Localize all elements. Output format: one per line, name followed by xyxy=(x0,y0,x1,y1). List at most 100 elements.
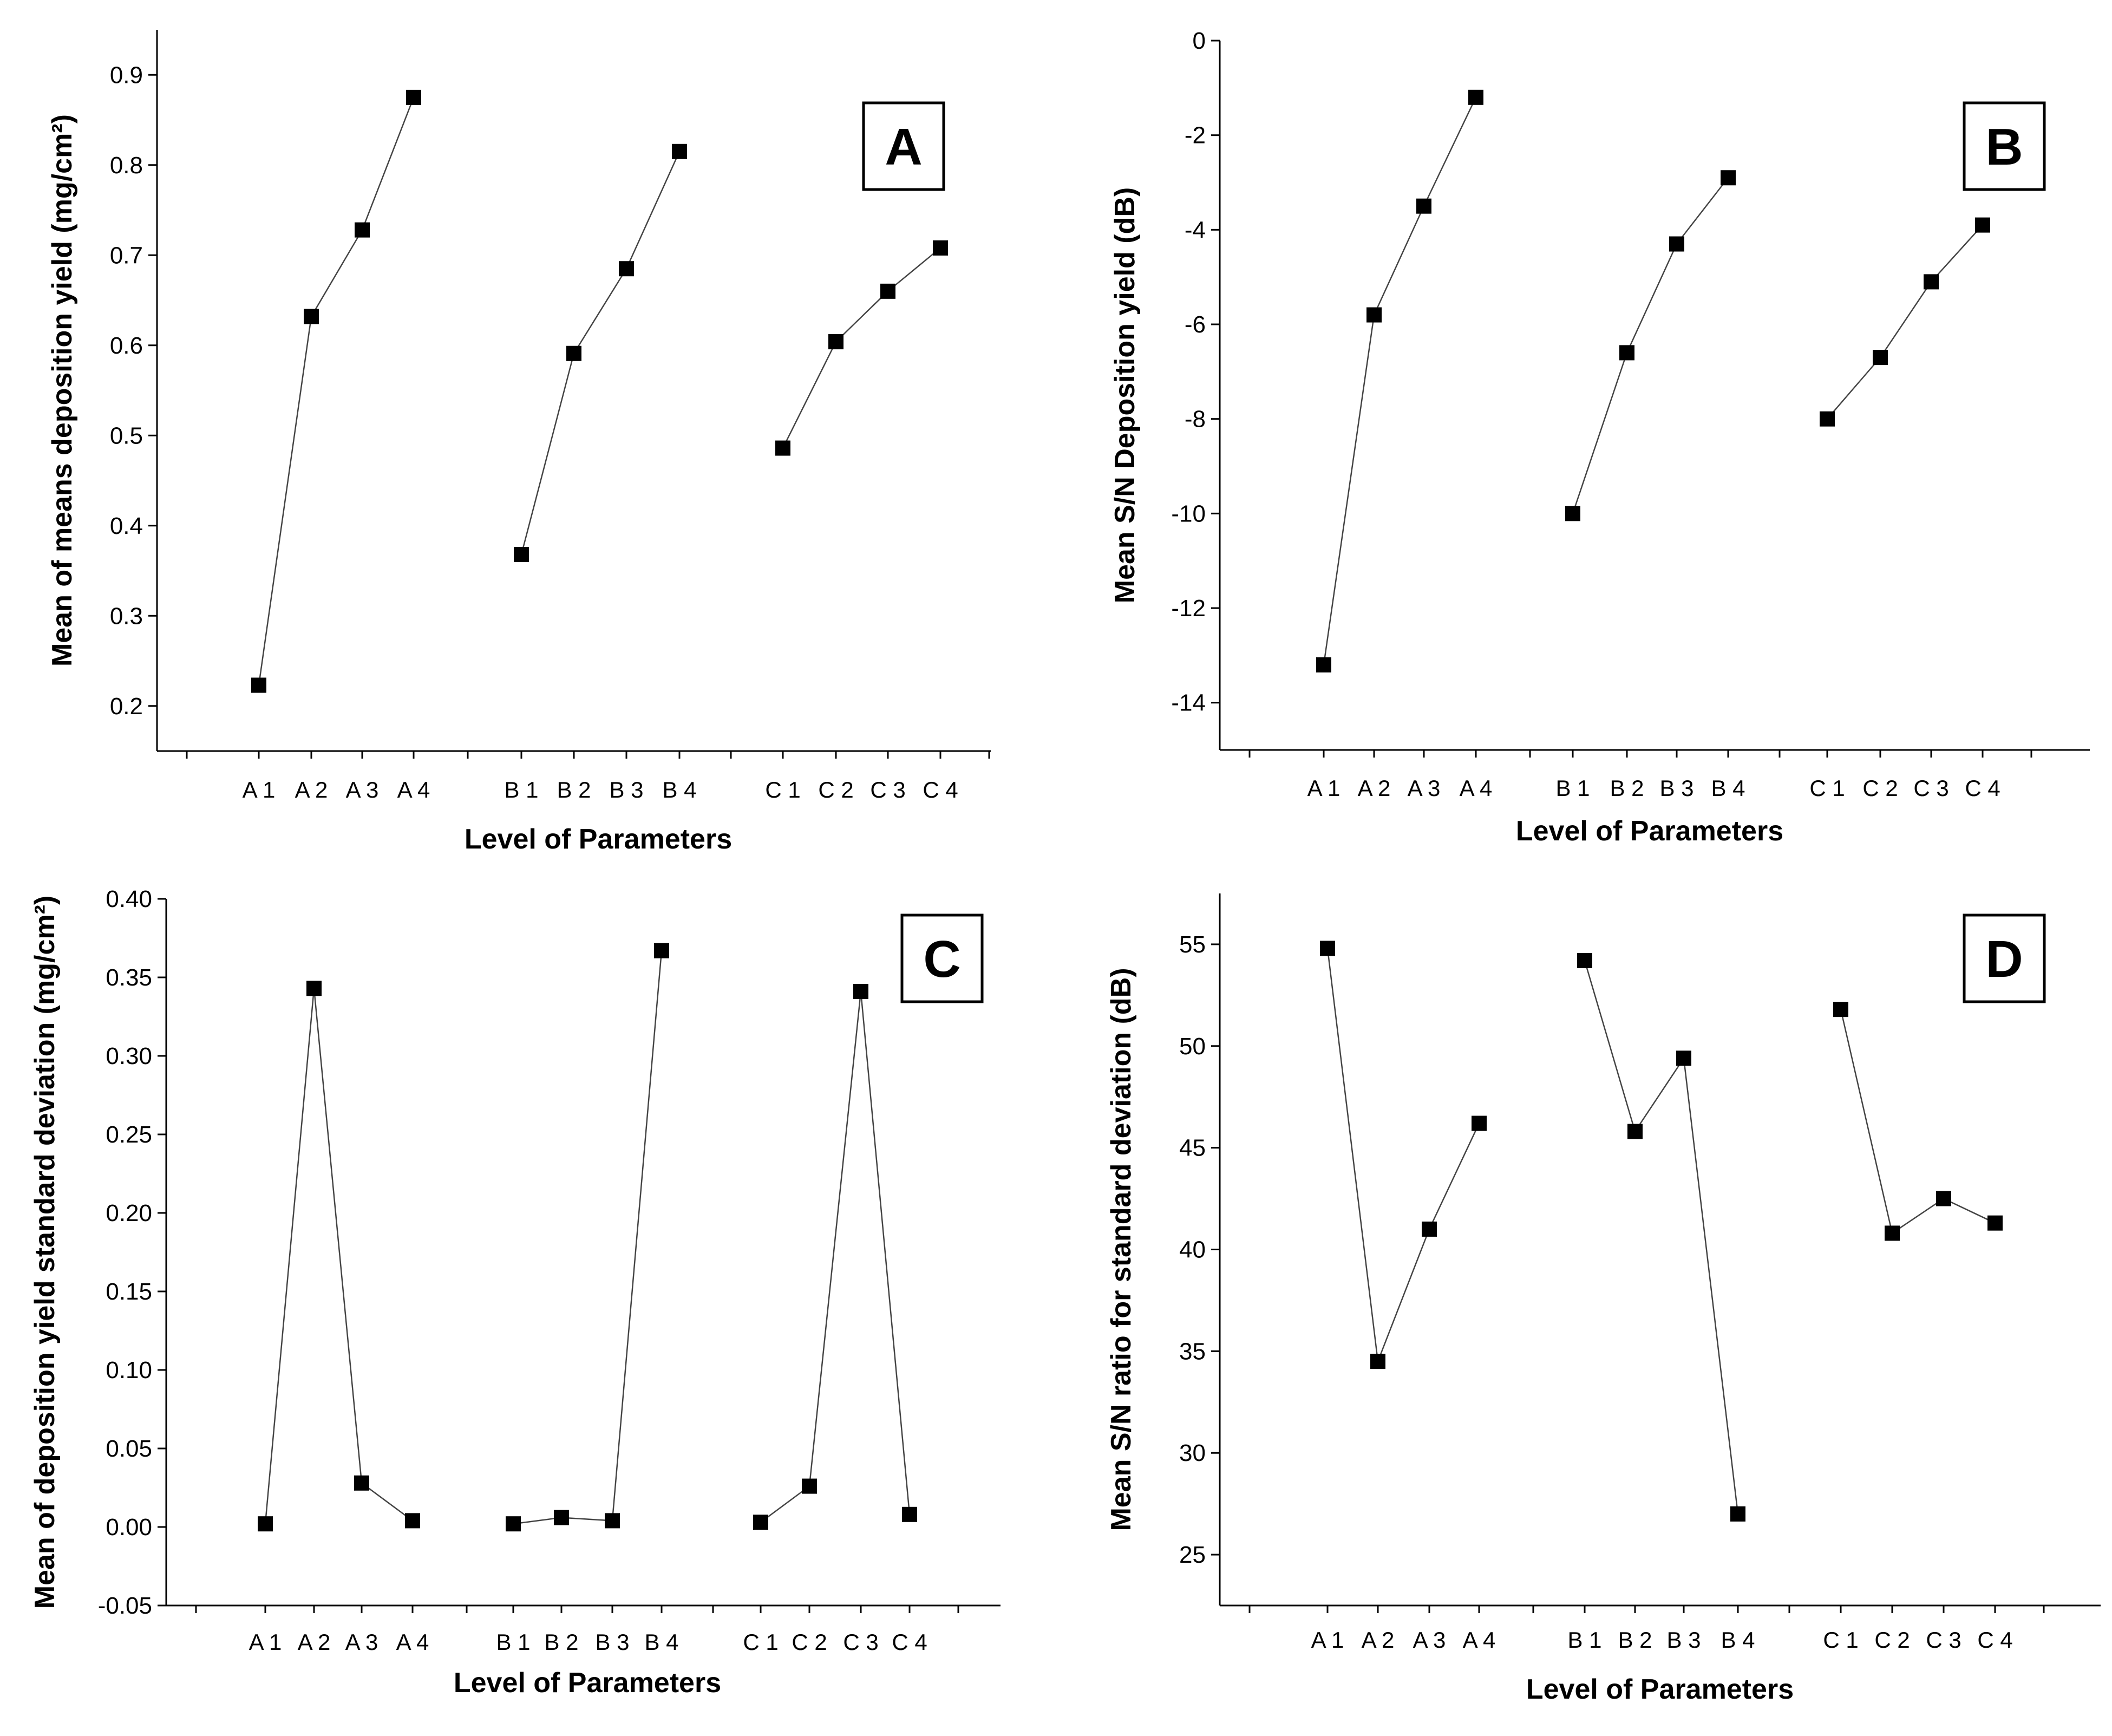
y-tick-label: 45 xyxy=(1179,1135,1206,1161)
data-point-b2 xyxy=(566,345,581,361)
x-tick-label: A 2 xyxy=(295,777,328,802)
x-tick-label: B 4 xyxy=(1721,1627,1755,1653)
y-tick-label: -8 xyxy=(1185,406,1206,433)
data-point-c2 xyxy=(828,334,844,350)
y-tick-label: 0.00 xyxy=(106,1514,152,1541)
x-tick-label: B 3 xyxy=(1659,775,1693,801)
x-tick-label: B 4 xyxy=(662,777,696,802)
data-point-b3 xyxy=(1676,1050,1691,1066)
y-tick-label: 0.25 xyxy=(106,1121,152,1148)
x-tick-label: A 3 xyxy=(345,1629,378,1655)
x-tick-label: A 3 xyxy=(1408,775,1441,801)
x-tick-label: B 1 xyxy=(1555,775,1590,801)
data-point-c2 xyxy=(802,1478,817,1494)
x-tick-label: B 2 xyxy=(544,1629,578,1655)
data-point-a1 xyxy=(258,1516,273,1532)
x-tick-label: C 2 xyxy=(1874,1627,1910,1653)
chart-panel-a: 0.2 0.3 0.4 0.5 0.6 0.7 0.8 0.9 A 1 A 2 A 3 A 4 B 1 B… xyxy=(47,30,991,855)
data-point-c3 xyxy=(1936,1191,1951,1206)
x-tick-label: C 1 xyxy=(743,1629,778,1655)
y-tick-label: -0.05 xyxy=(98,1593,152,1619)
y-tick-label: 0.05 xyxy=(106,1435,152,1462)
chart-panel-b: 0 -2 -4 -6 -8 -10 -12 -14 A 1 A 2 A 3 A 4 B 1 B 2 B 3 B… xyxy=(1109,28,2090,847)
data-point-b2 xyxy=(1627,1124,1643,1139)
x-tick-label: C 4 xyxy=(892,1629,927,1655)
y-axis-title: Mean of means deposition yield (mg/cm²) xyxy=(47,114,78,667)
data-point-a3 xyxy=(1416,198,1431,214)
y-tick-label: -6 xyxy=(1185,311,1206,338)
x-tick-label: C 3 xyxy=(870,777,905,802)
y-axis-title: Mean S/N Deposition yield (dB) xyxy=(1109,187,1141,604)
data-point-a2 xyxy=(306,981,322,996)
data-point-b4 xyxy=(654,943,669,958)
panel-badge-label: A xyxy=(885,118,922,176)
data-point-b1 xyxy=(1577,952,1592,968)
x-tick-label: C 2 xyxy=(1862,775,1898,801)
chart-panel-c: -0.05 0.00 0.05 0.10 0.15 0.20 0.25 0.30 0.35 0.4… xyxy=(29,886,1001,1699)
data-point-b4 xyxy=(1721,170,1736,186)
x-tick-label: B 3 xyxy=(595,1629,629,1655)
y-tick-label: -4 xyxy=(1185,217,1206,243)
x-tick-label: B 3 xyxy=(609,777,643,802)
x-tick-label: C 3 xyxy=(1926,1627,1961,1653)
x-tick-label: A 1 xyxy=(249,1629,282,1655)
series-line-b xyxy=(520,151,681,555)
y-tick-label: 0.2 xyxy=(110,693,143,720)
y-tick-label: 0.4 xyxy=(110,513,143,539)
data-point-b3 xyxy=(605,1513,620,1529)
x-tick-label: C 3 xyxy=(843,1629,878,1655)
y-tick-label: 0.9 xyxy=(110,62,143,88)
data-point-a4 xyxy=(406,89,421,105)
panel-badge-label: D xyxy=(1985,930,2023,988)
series-line-b xyxy=(1572,177,1729,514)
y-tick-label: 0.7 xyxy=(110,242,143,269)
y-tick-label: 30 xyxy=(1179,1440,1206,1466)
y-tick-label: 0.5 xyxy=(110,422,143,449)
data-point-c4 xyxy=(1975,217,1990,233)
data-point-c1 xyxy=(775,440,790,456)
y-tick-label: -10 xyxy=(1171,500,1206,527)
x-tick-label: A 4 xyxy=(397,777,430,802)
data-point-b3 xyxy=(1669,236,1684,252)
data-point-c1 xyxy=(1833,1002,1848,1017)
data-point-c2 xyxy=(1873,350,1888,366)
panel-badge xyxy=(1963,913,2046,1003)
x-tick-label: A 1 xyxy=(243,777,276,802)
data-point-b3 xyxy=(619,261,634,277)
data-point-b4 xyxy=(1730,1506,1745,1522)
x-tick-label: C 4 xyxy=(923,777,958,802)
y-tick-label: 0.15 xyxy=(106,1278,152,1305)
data-point-a1 xyxy=(1320,941,1335,956)
x-tick-label: A 3 xyxy=(1413,1627,1446,1653)
x-tick-label: C 1 xyxy=(765,777,800,802)
data-point-c1 xyxy=(1820,411,1835,427)
data-point-a3 xyxy=(1422,1221,1437,1237)
data-point-b2 xyxy=(1619,345,1634,361)
series-line-a xyxy=(1323,97,1477,665)
y-axis-title: Mean S/N ratio for standard deviation (d… xyxy=(1106,968,1137,1531)
data-point-a4 xyxy=(1468,89,1483,105)
series-line-c xyxy=(760,991,911,1523)
data-point-a2 xyxy=(1370,1354,1385,1369)
y-tick-label: 0.40 xyxy=(106,886,152,912)
data-point-b2 xyxy=(554,1510,569,1525)
y-axis-title: Mean of deposition yield standard deviat… xyxy=(29,896,61,1609)
x-tick-label: C 2 xyxy=(792,1629,827,1655)
x-tick-label: A 4 xyxy=(1463,1627,1496,1653)
panel-badge xyxy=(900,913,984,1003)
x-tick-label: B 4 xyxy=(644,1629,678,1655)
panel-badge xyxy=(1963,101,2046,191)
x-axis-title: Level of Parameters xyxy=(1516,815,1783,847)
x-tick-label: A 2 xyxy=(1358,775,1391,801)
y-tick-label: 25 xyxy=(1179,1542,1206,1568)
data-point-c4 xyxy=(933,240,948,256)
x-tick-label: A 4 xyxy=(396,1629,429,1655)
data-point-c3 xyxy=(1924,274,1939,290)
x-tick-label: B 1 xyxy=(504,777,538,802)
x-tick-label: B 2 xyxy=(1610,775,1644,801)
chart-panel-d: 25 30 35 40 45 50 55 A 1 A 2 A 3 A 4 B 1 B 2 B 3 B 4 C … xyxy=(1106,893,2101,1705)
y-tick-label: 55 xyxy=(1179,931,1206,958)
data-point-a3 xyxy=(354,1475,369,1491)
data-point-c2 xyxy=(1885,1225,1900,1241)
